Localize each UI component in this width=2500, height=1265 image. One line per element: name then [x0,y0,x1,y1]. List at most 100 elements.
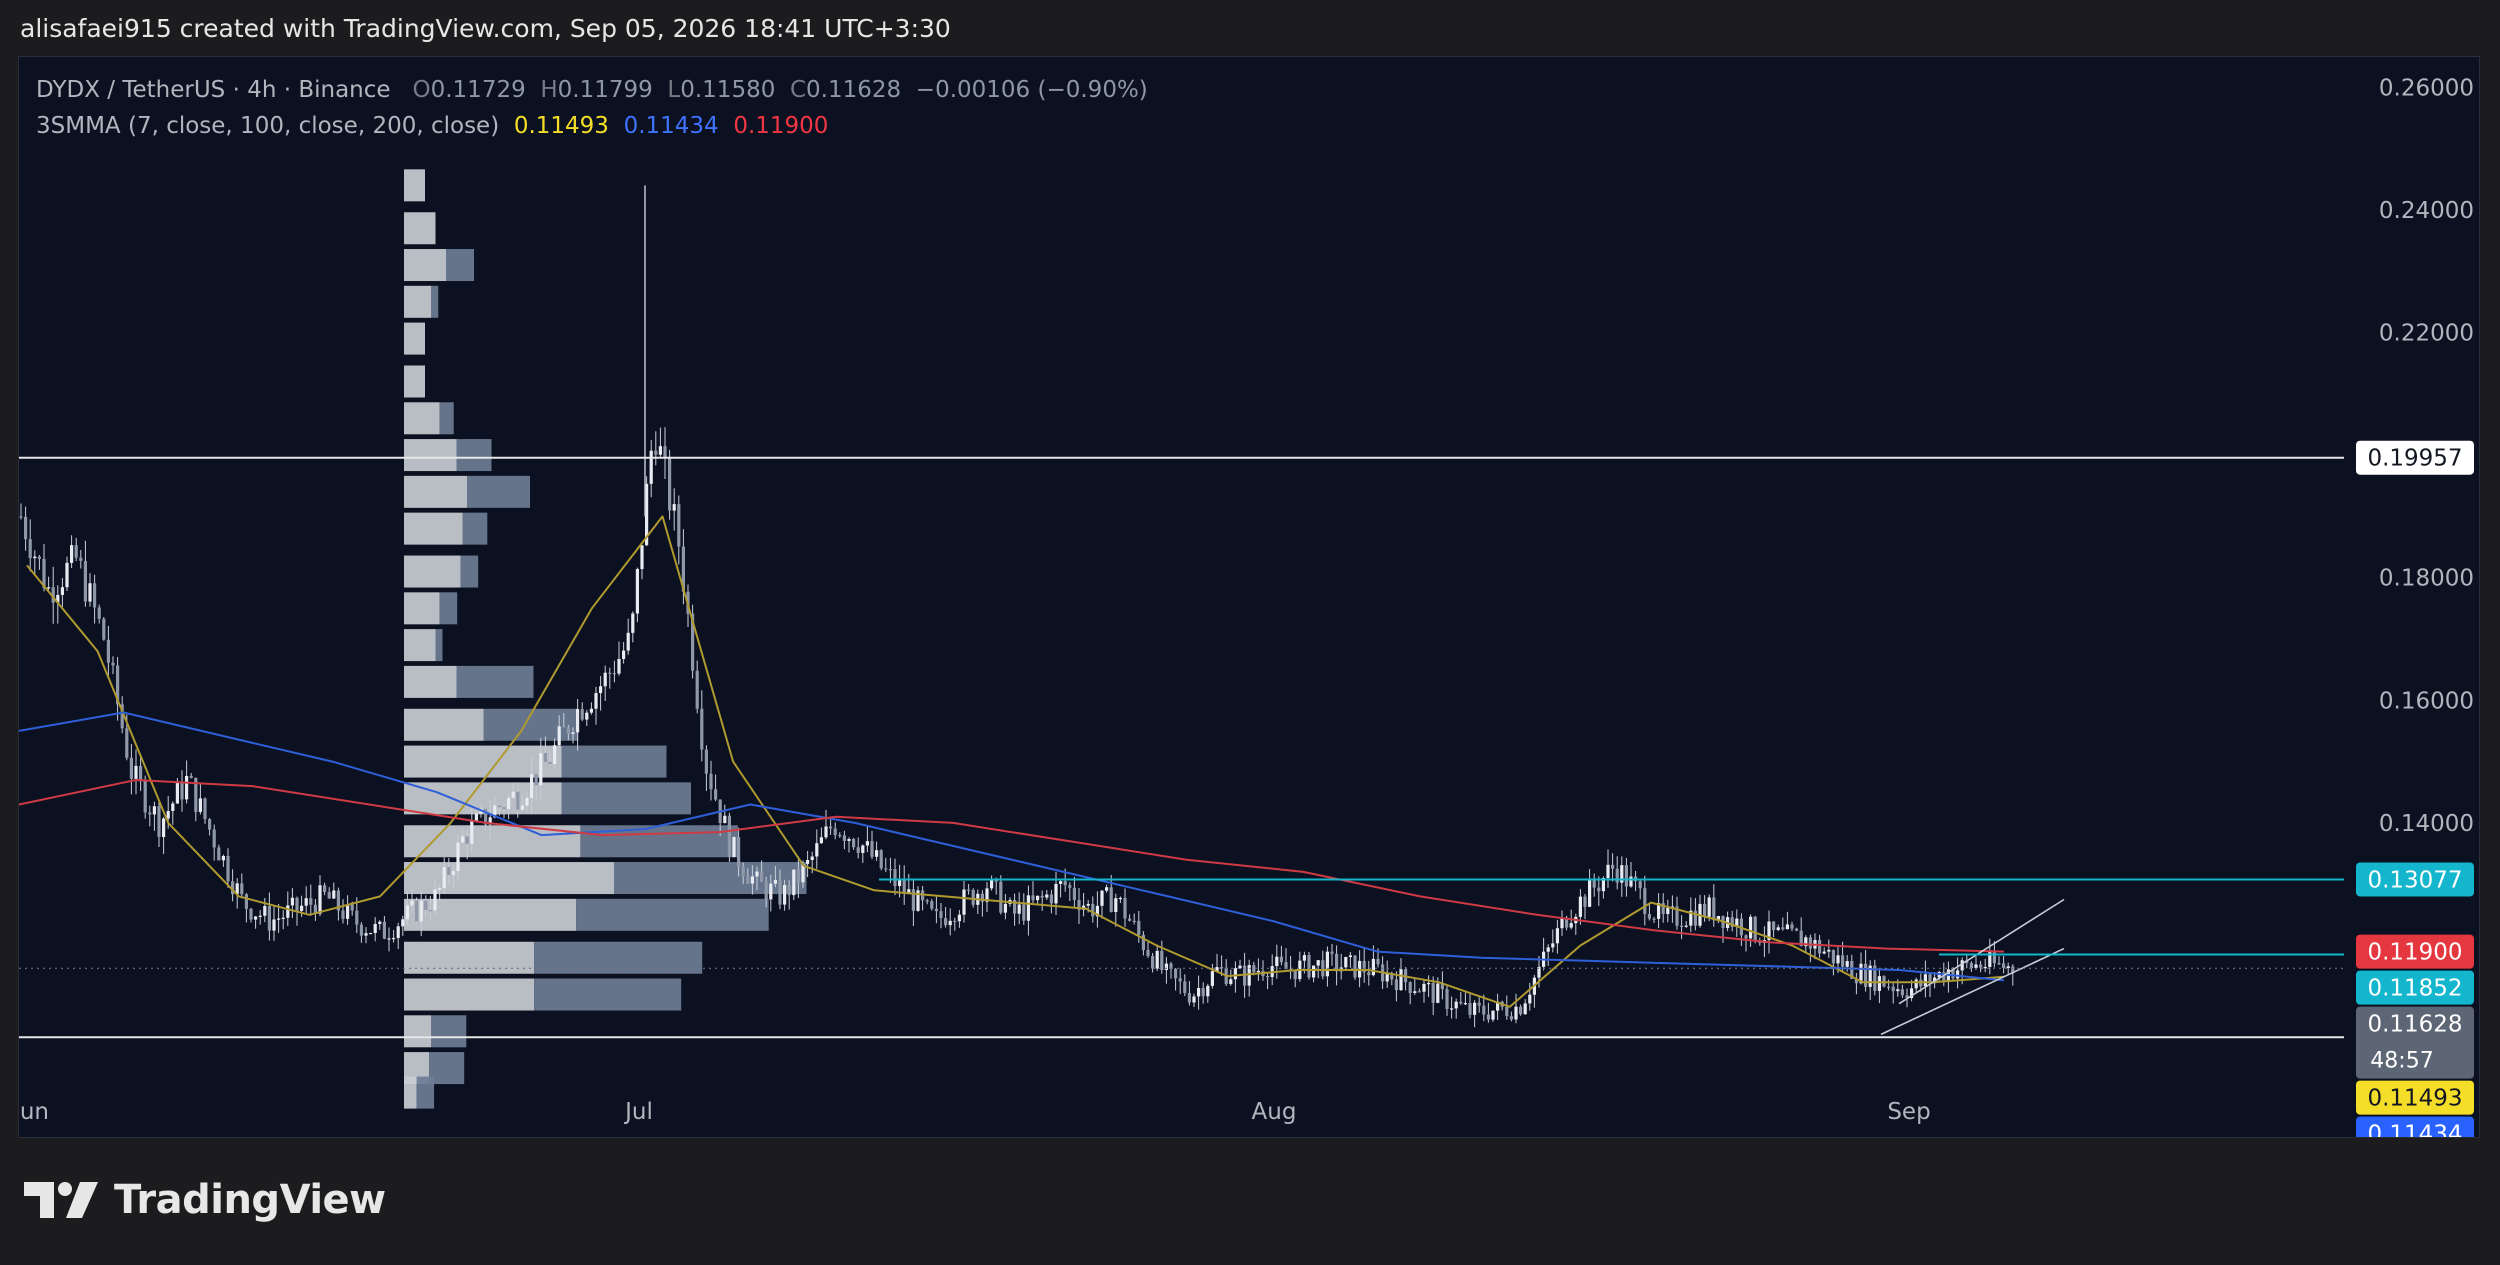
volume-profile-up [404,745,562,778]
channel-upper-line[interactable] [1898,898,2065,1005]
volume-profile-up [404,475,467,508]
candle-body [290,897,294,906]
candle-body [336,890,340,911]
candle-body [396,926,400,938]
candle-body [433,889,437,911]
candle-body [1137,920,1141,935]
candle-body [1100,890,1104,906]
candle-body [318,885,322,914]
volume-profile-up [404,665,457,698]
candle-body [125,728,129,758]
candle-body [1551,943,1555,948]
candle-body [1220,967,1224,969]
candle-body [1059,881,1063,884]
candle-body [65,562,69,588]
candle-body [879,850,883,869]
candle-body [1730,917,1734,927]
open-label: O [412,77,431,103]
candle-body [1914,979,1918,989]
candle-body [1960,960,1964,971]
candle-body [755,871,759,877]
candle-body [1606,864,1610,879]
candle-body [1256,970,1260,973]
candle-body [861,845,865,853]
candle-body [166,811,170,819]
candle-body [465,836,469,844]
top-bar: alisafaei915 created with TradingView.co… [0,0,2500,56]
candle-body [1592,879,1596,888]
candle-body [796,869,800,883]
candle-body [957,914,961,922]
candle-body [1799,930,1803,947]
indicator-label[interactable]: 3SMMA (7, close, 100, close, 200, close) [36,113,500,139]
tradingview-brand[interactable]: TradingView [24,1172,386,1228]
candle-body [272,919,276,931]
candle-body [824,826,828,838]
candle-body [134,765,138,779]
candle-body [267,905,271,931]
candle-body [1183,981,1187,994]
candle-body [1473,1002,1477,1015]
candle-body [1707,897,1711,917]
candle-body [1693,910,1697,926]
candle-body [1891,986,1895,992]
candle-body [488,817,492,825]
candle-body [1836,955,1840,964]
candle-body [382,921,386,939]
candle-body [129,757,133,779]
candle-body [1703,903,1707,917]
candle-body [1450,1008,1454,1010]
candle-body [355,910,359,925]
candle-body [231,881,235,895]
candle-body [180,782,184,800]
candle-body [346,904,350,919]
high-label: H [540,77,558,103]
candle-body [1841,955,1845,967]
candle-body [157,806,161,838]
candle-body [1505,1006,1509,1017]
candle-body [152,806,156,815]
candle-body [668,456,672,511]
candle-body [1123,897,1127,919]
candle-body [1367,972,1371,976]
candle-body [502,807,506,809]
price-chart[interactable]: Jun Jul Aug Sep 0.26000 0.24000 0.22000 0.18000… [19,57,2479,1137]
low-value: 0.11580 [680,77,776,103]
volume-profile-up [404,708,484,741]
symbol-label[interactable]: DYDX / TetherUS · 4h · Binance [36,77,391,103]
candle-body [1026,895,1030,921]
candle-body [1215,967,1219,972]
candle-body [838,835,842,837]
candle-body [737,837,741,867]
channel-lower-line[interactable] [1880,947,2065,1036]
candle-body [911,889,915,911]
candle-body [617,659,621,674]
candle-body [97,607,101,619]
candle-body [74,545,78,558]
candle-body [387,938,391,940]
candle-body [1997,963,2001,965]
sma200-line [19,779,2005,953]
candle-body [1942,971,1946,982]
chart-frame[interactable]: Jun Jul Aug Sep 0.26000 0.24000 0.22000 0.18000… [18,56,2480,1138]
price-label-0.11493 [2356,1080,2474,1115]
price-label-text: 0.11493 [2367,1086,2462,1112]
candle-body [309,898,313,905]
candle-body [341,910,345,919]
volume-profile-up [404,898,577,931]
volume-profile-up [404,941,535,974]
candle-body [1873,965,1877,991]
candle-body [1974,964,1978,969]
volume-profile-up [404,249,446,282]
volume-profile-up [404,1015,432,1048]
candle-body [626,632,630,651]
candle-body [364,933,368,936]
candle-body [1519,1006,1523,1015]
candle-body [1390,972,1394,980]
candle-body [120,704,124,729]
candle-body [787,885,791,896]
candle-body [507,797,511,809]
candle-body [548,761,552,765]
candle-body [681,546,685,592]
candle-body [594,693,598,709]
